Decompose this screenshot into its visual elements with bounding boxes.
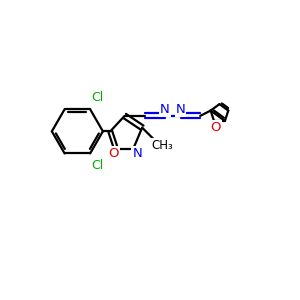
Text: CH₃: CH₃: [152, 139, 173, 152]
Text: O: O: [211, 121, 221, 134]
Text: N: N: [132, 147, 142, 160]
Text: Cl: Cl: [91, 91, 103, 104]
Text: O: O: [108, 147, 119, 160]
Text: Cl: Cl: [91, 159, 103, 172]
Text: N: N: [160, 103, 170, 116]
Text: N: N: [176, 103, 185, 116]
